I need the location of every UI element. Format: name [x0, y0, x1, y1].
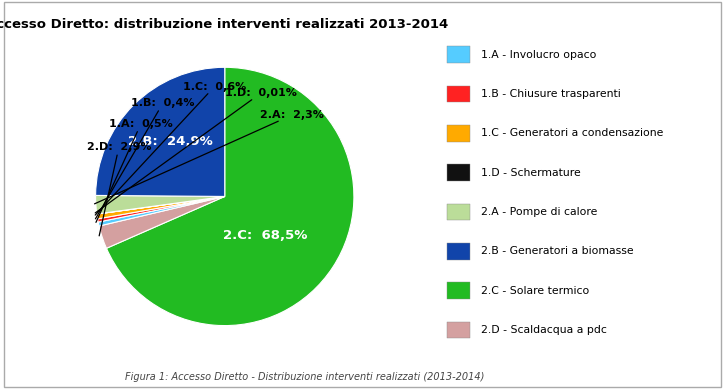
Text: 2.B:  24,9%: 2.B: 24,9%	[128, 135, 212, 148]
Wedge shape	[97, 196, 225, 214]
Bar	[447, 86, 470, 102]
Text: 2.D:  2,9%: 2.D: 2,9%	[86, 142, 151, 236]
Text: 2.C:  68,5%: 2.C: 68,5%	[223, 229, 307, 242]
Text: 1.D - Schermature: 1.D - Schermature	[481, 168, 581, 178]
Bar	[447, 46, 470, 63]
Bar	[447, 282, 470, 299]
Bar	[447, 322, 470, 338]
Text: 1.C:  0,6%: 1.C: 0,6%	[95, 82, 246, 215]
Text: 1.B:  0,4%: 1.B: 0,4%	[96, 98, 194, 219]
Text: 1.C - Generatori a condensazione: 1.C - Generatori a condensazione	[481, 128, 664, 138]
Text: 2.D - Scaldacqua a pdc: 2.D - Scaldacqua a pdc	[481, 325, 608, 335]
Wedge shape	[96, 67, 225, 196]
Wedge shape	[96, 195, 225, 214]
Text: 2.A:  2,3%: 2.A: 2,3%	[94, 110, 324, 204]
Wedge shape	[99, 196, 225, 248]
Text: Accesso Diretto: distribuzione interventi realizzati 2013-2014: Accesso Diretto: distribuzione intervent…	[0, 18, 449, 30]
Wedge shape	[107, 67, 354, 326]
Text: 1.A:  0,5%: 1.A: 0,5%	[96, 119, 173, 223]
Bar	[447, 125, 470, 142]
Text: 1.A - Involucro opaco: 1.A - Involucro opaco	[481, 49, 597, 60]
Bar	[447, 164, 470, 181]
Text: 1.B - Chiusure trasparenti: 1.B - Chiusure trasparenti	[481, 89, 621, 99]
Text: 2.A - Pompe di calore: 2.A - Pompe di calore	[481, 207, 598, 217]
Bar	[447, 203, 470, 220]
Text: 1.D:  0,01%: 1.D: 0,01%	[95, 88, 297, 213]
Text: 2.B - Generatori a biomasse: 2.B - Generatori a biomasse	[481, 246, 634, 256]
Wedge shape	[98, 196, 225, 226]
Text: Figura 1: Accesso Diretto - Distribuzione interventi realizzati (2013-2014): Figura 1: Accesso Diretto - Distribuzion…	[125, 372, 484, 382]
Wedge shape	[97, 196, 225, 219]
Bar	[447, 243, 470, 260]
Wedge shape	[98, 196, 225, 222]
Text: 2.C - Solare termico: 2.C - Solare termico	[481, 286, 589, 296]
